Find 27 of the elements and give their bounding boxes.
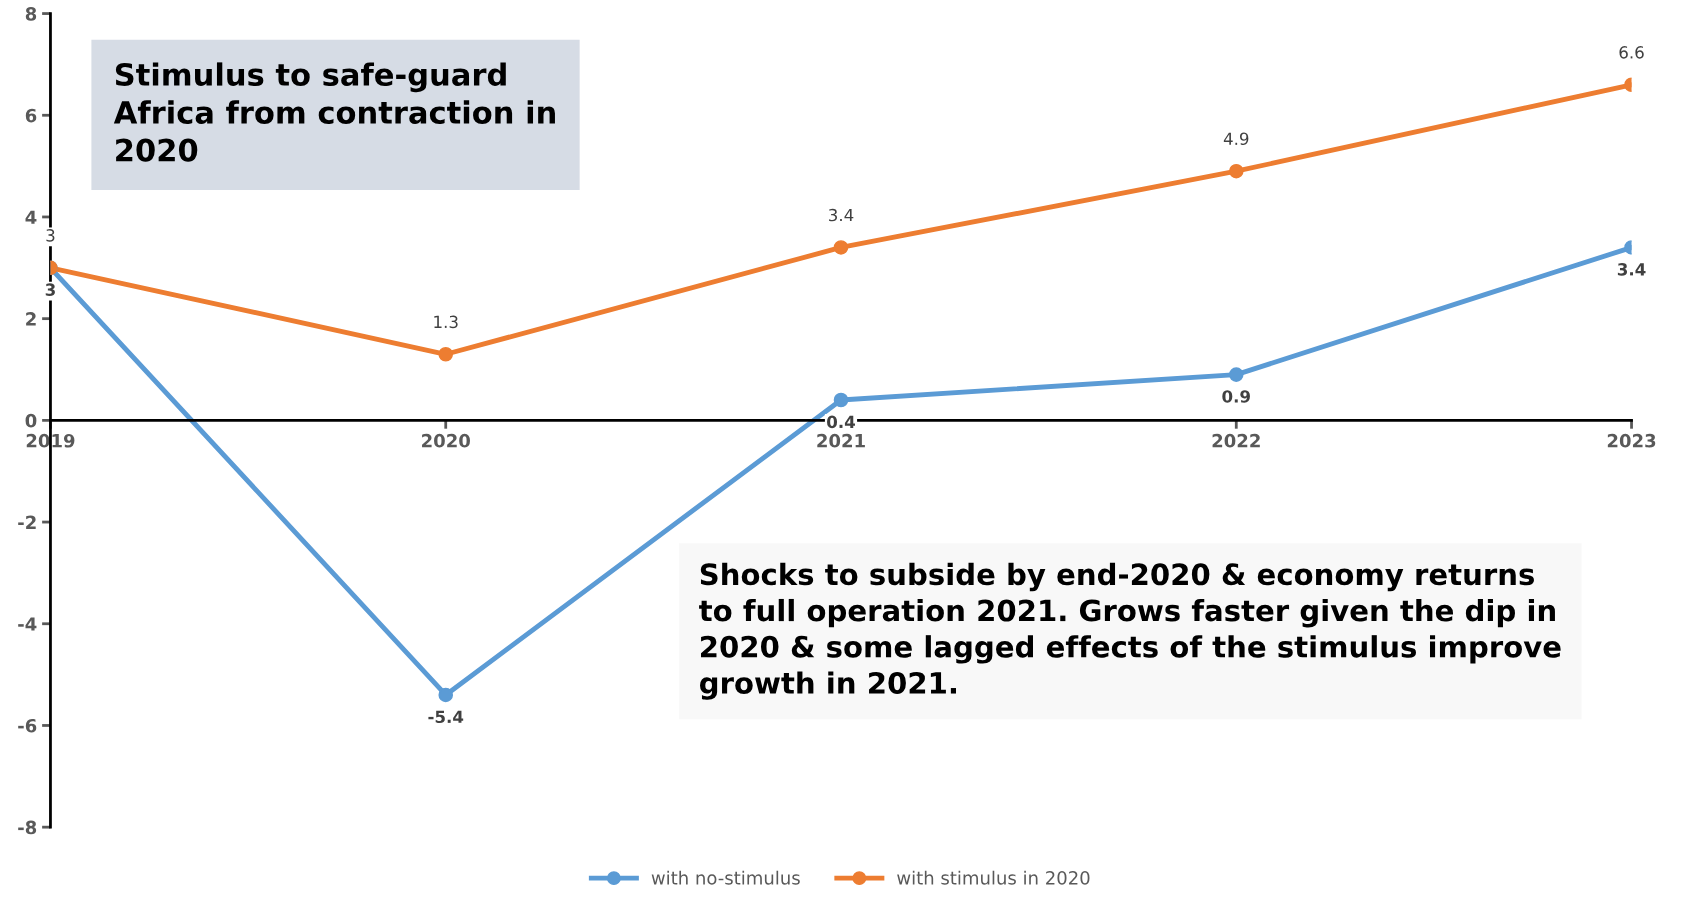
data-label: 3.4: [1617, 263, 1646, 276]
data-label: 1.3: [434, 315, 458, 329]
annotation: Shocks to subside by end-2020 & economy returns to full operation 2021. Grows faster given the dip in 2020 & some lagged effects of the stimulus improve growth in 2021.: [699, 562, 1561, 700]
legend-label: with no-stimulus: [651, 870, 800, 885]
data-label: 3: [46, 229, 55, 242]
data-label: 6.6: [1619, 46, 1644, 59]
data-label: 4.9: [1223, 132, 1249, 146]
data-label: -5.4: [428, 710, 464, 724]
y-tick-label: 2: [26, 312, 36, 326]
y-tick-label: -6: [18, 718, 37, 733]
data-label: 3: [45, 283, 55, 296]
y-tick-label: 6: [25, 108, 37, 123]
data-label: 0.9: [1222, 390, 1250, 403]
x-tick-label: 2023: [1607, 433, 1656, 448]
x-tick-label: 2020: [422, 433, 470, 448]
y-tick-label: -4: [18, 617, 37, 631]
data-label: 0.4: [827, 415, 855, 429]
x-tick-label: 2021: [817, 433, 865, 448]
y-tick-label: -8: [18, 820, 37, 835]
data-label: 3.4: [829, 208, 854, 222]
y-tick-label: 8: [25, 7, 37, 21]
y-tick-label: -2: [18, 515, 36, 529]
y-tick-label: 0: [25, 413, 37, 428]
legend-label: with stimulus in 2020: [897, 870, 1090, 885]
annotation: Stimulus to safe-guard Africa from contraction in 2020: [113, 62, 555, 162]
y-tick-label: 4: [25, 210, 37, 224]
x-tick-label: 2022: [1212, 433, 1260, 448]
